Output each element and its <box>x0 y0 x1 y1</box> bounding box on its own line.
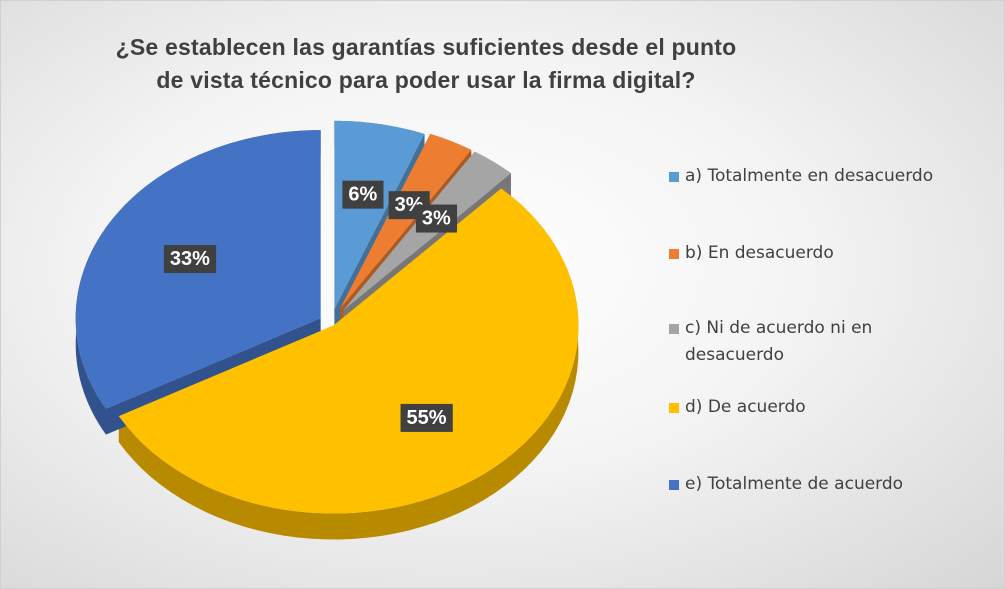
data-label: 33% <box>170 248 210 270</box>
legend-entry: c) Ni de acuerdo ni en desacuerdo <box>669 315 979 369</box>
legend-label: a) Totalmente en desacuerdo <box>685 166 934 186</box>
data-label: 55% <box>407 407 447 429</box>
legend-entry: a) Totalmente en desacuerdo <box>669 163 979 190</box>
legend-entry: b) En desacuerdo <box>669 240 979 267</box>
data-labels: 6% 3%3%55%33% <box>163 180 458 432</box>
slice <box>334 120 425 309</box>
data-label-box <box>415 204 458 233</box>
legend-swatch <box>669 480 679 490</box>
slice <box>118 188 579 514</box>
data-label-box <box>400 403 453 432</box>
data-label: 6% <box>348 184 377 206</box>
legend-swatch <box>669 403 679 413</box>
legend-label: e) Totalmente de acuerdo <box>685 474 904 494</box>
legend-swatch <box>669 324 679 334</box>
legend-entry: d) De acuerdo <box>669 394 979 421</box>
data-label-box <box>163 245 217 274</box>
slice <box>340 133 472 309</box>
legend-label: d) De acuerdo <box>685 397 806 417</box>
legend-swatch <box>669 172 679 182</box>
legend-swatch <box>669 249 679 259</box>
chart-title: ¿Se establecen las garantías suficientes… <box>115 34 737 93</box>
legend-entry: e) Totalmente de acuerdo <box>669 471 979 498</box>
legend-label: b) En desacuerdo <box>685 243 834 263</box>
legend-label: c) Ni de acuerdo ni en desacuerdo <box>685 318 873 365</box>
data-label-box <box>342 180 384 209</box>
data-label: 3% <box>422 208 451 230</box>
